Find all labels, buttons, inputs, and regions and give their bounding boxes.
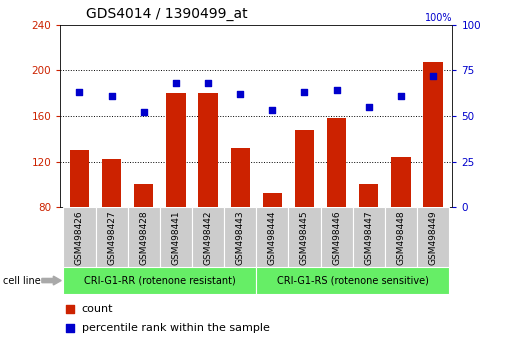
- Text: GSM498445: GSM498445: [300, 210, 309, 265]
- Bar: [321, 207, 353, 267]
- Bar: [256, 207, 288, 267]
- Text: GSM498427: GSM498427: [107, 210, 116, 265]
- Text: GSM498449: GSM498449: [429, 210, 438, 265]
- Bar: [102, 159, 121, 207]
- Bar: [63, 267, 256, 294]
- Bar: [70, 150, 89, 207]
- Point: [429, 73, 437, 79]
- Text: 100%: 100%: [425, 13, 452, 23]
- Point: [333, 87, 341, 93]
- Text: count: count: [82, 304, 113, 314]
- Bar: [256, 267, 449, 294]
- Bar: [353, 207, 385, 267]
- Point: [365, 104, 373, 110]
- Point: [397, 93, 405, 99]
- FancyArrow shape: [42, 276, 61, 285]
- Text: CRI-G1-RR (rotenone resistant): CRI-G1-RR (rotenone resistant): [84, 275, 236, 286]
- Bar: [295, 130, 314, 207]
- Bar: [385, 207, 417, 267]
- Bar: [224, 207, 256, 267]
- Bar: [96, 207, 128, 267]
- Bar: [128, 207, 160, 267]
- Text: GSM498441: GSM498441: [172, 210, 180, 265]
- Bar: [288, 207, 321, 267]
- Point: [172, 80, 180, 86]
- Bar: [166, 93, 186, 207]
- Text: GSM498426: GSM498426: [75, 210, 84, 265]
- Text: percentile rank within the sample: percentile rank within the sample: [82, 323, 269, 333]
- Text: GSM498428: GSM498428: [139, 210, 148, 265]
- Bar: [134, 184, 153, 207]
- Bar: [359, 184, 379, 207]
- Bar: [63, 207, 96, 267]
- Text: CRI-G1-RS (rotenone sensitive): CRI-G1-RS (rotenone sensitive): [277, 275, 429, 286]
- Bar: [231, 148, 250, 207]
- Point: [268, 108, 277, 113]
- Point: [204, 80, 212, 86]
- Point: [107, 93, 116, 99]
- Point: [341, 38, 349, 44]
- Point: [140, 109, 148, 115]
- Bar: [198, 93, 218, 207]
- Bar: [327, 118, 346, 207]
- Bar: [263, 193, 282, 207]
- Text: GSM498444: GSM498444: [268, 210, 277, 264]
- Point: [236, 91, 244, 97]
- Text: GSM498443: GSM498443: [236, 210, 245, 265]
- Text: GSM498446: GSM498446: [332, 210, 341, 265]
- Text: GDS4014 / 1390499_at: GDS4014 / 1390499_at: [86, 7, 248, 21]
- Bar: [417, 207, 449, 267]
- Bar: [192, 207, 224, 267]
- Text: cell line: cell line: [3, 275, 40, 286]
- Text: GSM498447: GSM498447: [365, 210, 373, 265]
- Point: [341, 208, 349, 213]
- Point: [75, 90, 84, 95]
- Point: [300, 90, 309, 95]
- Bar: [424, 62, 443, 207]
- Text: GSM498448: GSM498448: [396, 210, 405, 265]
- Bar: [391, 157, 411, 207]
- Text: GSM498442: GSM498442: [203, 210, 212, 264]
- Bar: [160, 207, 192, 267]
